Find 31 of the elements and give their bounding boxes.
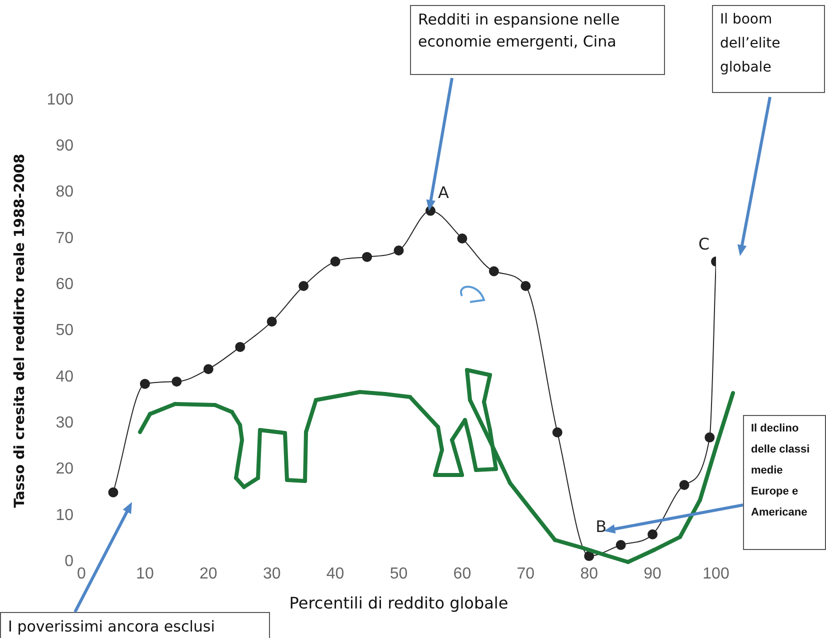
annotation: B [596, 517, 607, 536]
y-tick-label: 100 [46, 91, 74, 108]
text: Il declino delle classi medie Europe e Americane [751, 422, 810, 519]
x-tick-label: 50 [390, 566, 408, 583]
x-tick-label: 70 [516, 566, 535, 583]
x-axis-title: Percentili di reddito globale [289, 594, 508, 613]
annotation: C [698, 234, 710, 254]
x-tick-label: 10 [136, 566, 154, 583]
x-tick-label: 0 [77, 566, 86, 583]
x-tick-label: 20 [200, 566, 218, 583]
x-tick-label: 80 [580, 566, 598, 583]
y-tick-label: 40 [56, 368, 74, 386]
x-tick-label: 30 [262, 566, 281, 583]
y-tick-label: 0 [64, 553, 74, 570]
x-tick-label: 40 [326, 566, 344, 583]
y-axis-title: Tasso di cresita del reddirto reale 1988-2008 [12, 154, 28, 508]
y-tick-label: 50 [56, 322, 74, 340]
text: I poverissimi ancora esclusi [8, 617, 215, 636]
text: Il boom dell’elite globale [720, 12, 780, 76]
y-tick-label: 30 [56, 414, 74, 432]
annotation: A [438, 182, 449, 202]
y-tick-label: 20 [56, 460, 74, 478]
x-tick-label: 60 [453, 566, 472, 583]
y-tick-label: 10 [56, 506, 74, 524]
text: Redditi in espansione nelle economie emergenti, Cina [418, 10, 620, 50]
x-tick-label: 100 [702, 566, 730, 583]
y-tick-label: 90 [56, 138, 74, 155]
x-tick-label: 90 [644, 566, 662, 583]
y-tick-label: 70 [56, 230, 74, 247]
y-tick-label: 80 [56, 184, 74, 201]
y-tick-label: 60 [56, 276, 74, 294]
